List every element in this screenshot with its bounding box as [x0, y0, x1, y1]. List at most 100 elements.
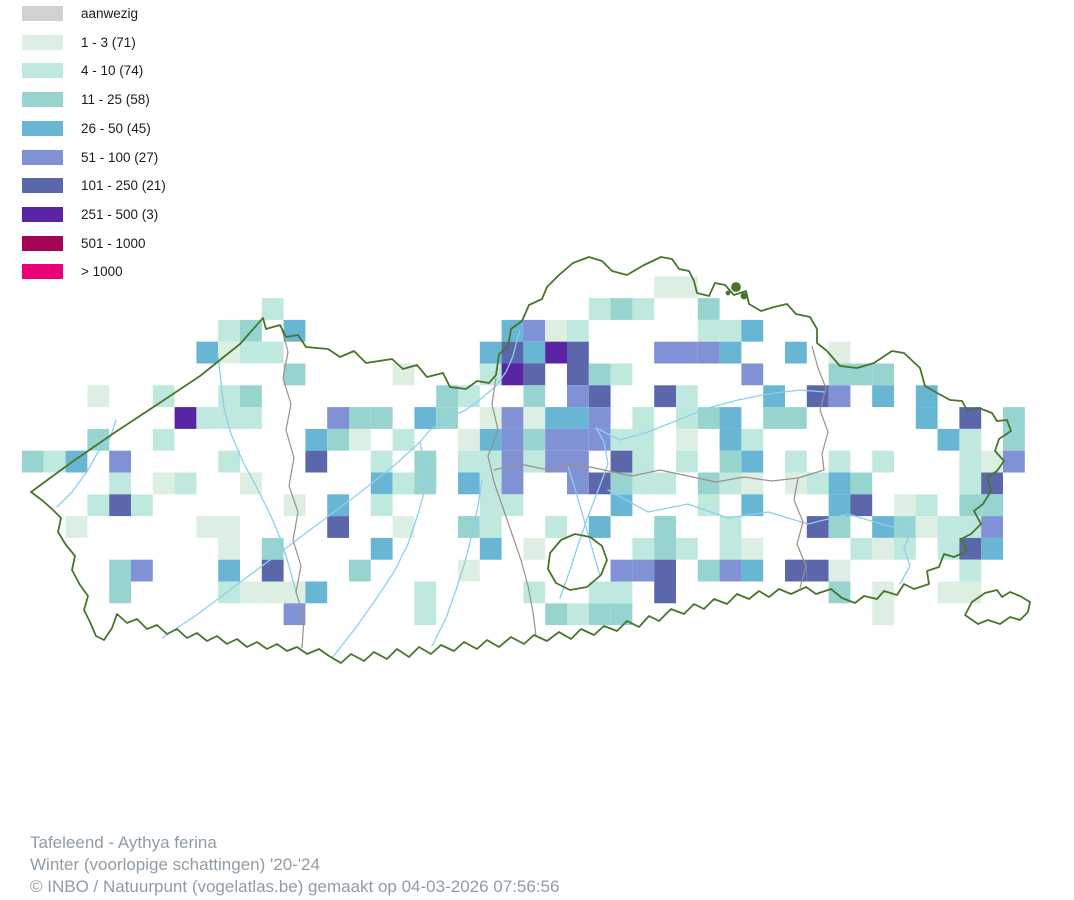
grid-cell [283, 603, 306, 626]
grid-cell [981, 450, 1003, 473]
grid-cell [436, 385, 458, 408]
province-borders [280, 325, 829, 649]
grid-cell [632, 407, 655, 429]
grid-cell [567, 472, 589, 495]
grid-cell [872, 516, 894, 538]
grid-cell [218, 516, 240, 538]
grid-cell [959, 581, 982, 604]
grid-cell [87, 428, 110, 451]
grid-cell [719, 319, 742, 342]
grid-cell [828, 494, 851, 517]
grid-cell [741, 319, 764, 342]
grid-cell [872, 450, 894, 473]
grid-cell [131, 494, 153, 517]
grid-cell [588, 385, 611, 408]
grid-cell [828, 341, 851, 364]
grid-cell [894, 494, 916, 517]
grid-cell [523, 450, 546, 473]
grid-cell [981, 516, 1003, 538]
grid-cell [719, 516, 742, 538]
grid-cell [218, 407, 240, 429]
grid-cell [1003, 450, 1025, 473]
grid-cell [567, 450, 589, 473]
grid-cell [741, 494, 764, 517]
border-wvl-ovl [280, 325, 305, 649]
grid-cell [218, 559, 240, 582]
grid-cell [676, 428, 698, 451]
grid-cell [719, 428, 742, 451]
grid-cell [850, 537, 873, 560]
legend-label: 26 - 50 (45) [81, 120, 151, 136]
grid-cell [610, 603, 633, 626]
grid-cell [283, 363, 306, 386]
grid-cell [305, 450, 328, 473]
grid-cell [719, 559, 742, 582]
grid-cell [370, 450, 393, 473]
legend-swatch-4-10 [22, 63, 63, 79]
grid-cell [240, 385, 262, 408]
grid-cell [414, 581, 437, 604]
grid-cell [850, 472, 873, 495]
legend-swatch-101-250 [22, 178, 63, 194]
grid-cell [959, 537, 982, 560]
grid-cell [523, 319, 546, 342]
river-dender [431, 479, 483, 647]
grid-cell [458, 559, 480, 582]
grid-cell [588, 472, 611, 495]
grid-cell [676, 407, 698, 429]
grid-cell [305, 428, 328, 451]
flanders-outline [30, 256, 1031, 664]
grid-cell [676, 450, 698, 473]
grid-cell [196, 516, 219, 538]
grid-cell [22, 450, 44, 473]
legend-swatch-11-25 [22, 92, 63, 108]
border-brabant-limburg [793, 477, 807, 589]
grid-cell [327, 428, 349, 451]
grid-cell [458, 516, 480, 538]
grid-cell [283, 581, 306, 604]
grid-cell [501, 494, 524, 517]
river-nete [595, 389, 826, 441]
grid-cell [218, 319, 240, 342]
grid-cell [567, 319, 589, 342]
legend-swatch-251-500 [22, 206, 63, 222]
grid-cell [785, 450, 807, 473]
legend-swatch-aanwezig [22, 6, 63, 21]
grid-cell [806, 516, 829, 538]
grid-cell [109, 450, 131, 473]
grid-cell [196, 341, 219, 364]
legend-label: 51 - 100 (27) [81, 149, 159, 165]
grid-cell [937, 428, 960, 451]
grid-cell [959, 407, 982, 429]
grid-cell [152, 428, 175, 451]
grid-cell [828, 516, 851, 538]
caption-block: Tafeleend - Aythya ferina Winter (voorlo… [30, 832, 559, 898]
grid-cell [349, 559, 371, 582]
grid-cell [981, 472, 1003, 495]
grid-cell [654, 276, 676, 299]
grid-cell [414, 603, 437, 626]
grid-cell [676, 537, 698, 560]
grid-cell [174, 472, 197, 495]
grid-cell [719, 537, 742, 560]
grid-cell [109, 472, 131, 495]
grid-cell [763, 407, 785, 429]
grid-cell [828, 472, 851, 495]
grid-cell [915, 385, 938, 408]
legend-label: 4 - 10 (74) [81, 63, 144, 79]
grid-cell [632, 559, 655, 582]
grid-cell [567, 603, 589, 626]
grid-cell [632, 472, 655, 495]
grid-cell [523, 537, 546, 560]
grid-cell [240, 341, 262, 364]
grid-cell [370, 407, 393, 429]
grid-cell [785, 472, 807, 495]
legend-label: > 1000 [81, 264, 123, 280]
grid-cell [109, 494, 131, 517]
grid-cell [872, 537, 894, 560]
grid-cell [218, 537, 240, 560]
grid-cell [240, 581, 262, 604]
grid-cell [719, 450, 742, 473]
legend-swatch-51-100 [22, 149, 63, 165]
grid-cell [632, 537, 655, 560]
